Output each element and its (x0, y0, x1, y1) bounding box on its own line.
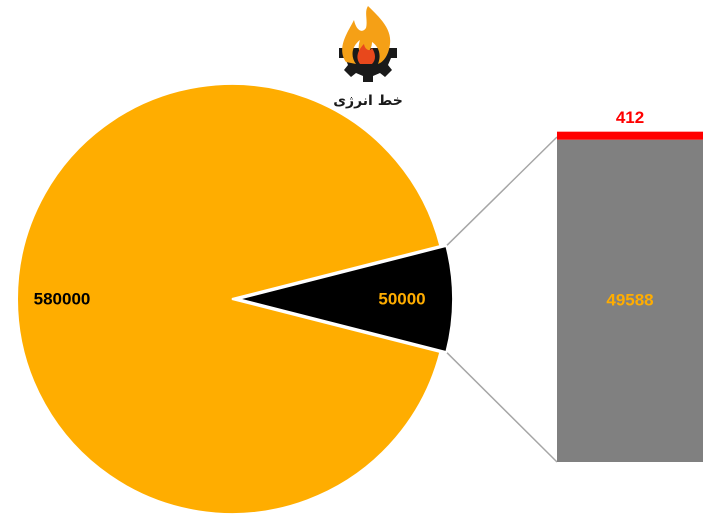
data-label-49588: 49588 (606, 290, 653, 309)
logo-text: خط انرژی (333, 93, 403, 109)
data-label-412: 412 (616, 108, 644, 127)
logo: خط انرژی (333, 6, 403, 109)
bar-stack (557, 131, 703, 463)
connector-lines (445, 136, 558, 463)
bar-segment-49588 (557, 139, 703, 463)
pie (16, 83, 454, 515)
data-label-50000: 50000 (378, 289, 425, 308)
connector-line-bottom (445, 351, 558, 463)
bar-segment-412 (557, 131, 703, 140)
data-label-580000: 580000 (34, 289, 91, 308)
pie-slice-50000 (237, 244, 454, 354)
flame-icon (342, 6, 391, 64)
data-labels: 580000 50000 49588 412 (34, 108, 654, 309)
pie-slice-580000 (16, 83, 442, 515)
connector-line-top (445, 136, 558, 247)
